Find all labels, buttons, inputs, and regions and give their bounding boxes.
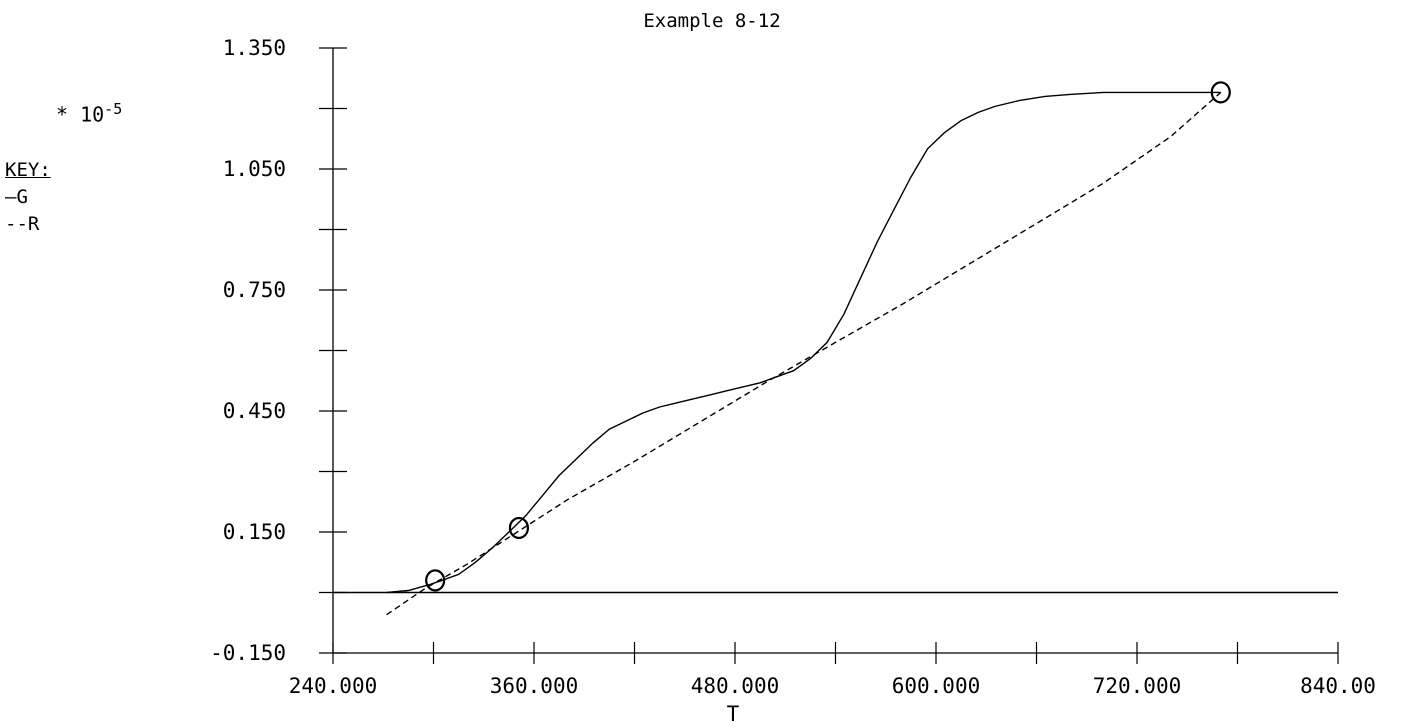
series-line-g	[386, 91, 1221, 594]
x-tick-label: 720.000	[1093, 674, 1182, 698]
x-tick-label: 360.000	[490, 674, 579, 698]
y-tick-label: 1.050	[223, 157, 286, 181]
circle-marker	[508, 516, 530, 540]
y-tick-label: -0.150	[210, 641, 286, 665]
legend-entry-g: —G	[5, 186, 28, 208]
legend: KEY: —G --R	[5, 157, 51, 238]
y-multiplier-label: * 10-5	[56, 100, 123, 127]
x-tick-label: 600.000	[892, 674, 981, 698]
legend-entry-r: --R	[5, 213, 40, 235]
y-tick-label: 1.350	[223, 36, 286, 60]
chart-title: Example 8-12	[643, 10, 780, 32]
x-axis-label: T	[727, 702, 740, 722]
circle-marker	[425, 569, 446, 592]
y-tick-label: 0.150	[223, 520, 286, 544]
x-tick-label: 480.000	[691, 674, 780, 698]
circle-marker	[1210, 81, 1231, 104]
markers-group	[425, 81, 1231, 592]
series-group	[333, 91, 1338, 616]
x-tick-label: 240.000	[289, 674, 378, 698]
series-line-r	[386, 91, 1222, 616]
y-tick-label: 0.450	[223, 399, 286, 423]
y-tick-label: 0.750	[223, 278, 286, 302]
legend-title: KEY:	[5, 159, 51, 181]
x-tick-label: 840.00	[1300, 674, 1376, 698]
